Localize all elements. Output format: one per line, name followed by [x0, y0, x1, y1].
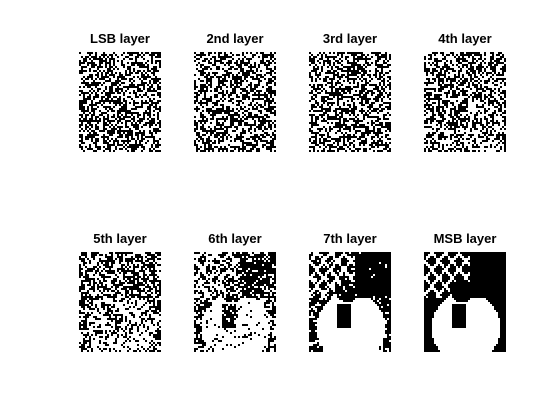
bitplane-image-2nd [194, 52, 276, 152]
bitplane-pixels [79, 52, 161, 152]
bitplane-pixels [424, 252, 506, 352]
panel-title: LSB layer [90, 31, 150, 46]
panel-5th-layer: 5th layer [65, 230, 175, 370]
bitplane-pixels [309, 52, 391, 152]
panel-msb-layer: MSB layer [410, 230, 520, 370]
bitplane-image-3rd [309, 52, 391, 152]
panel-title: 5th layer [93, 231, 147, 246]
panel-title: 3rd layer [322, 31, 378, 46]
panel-title: 6th layer [208, 231, 262, 246]
bitplane-pixels [194, 52, 276, 152]
bitplane-image-4th [424, 52, 506, 152]
bitplane-image-6th [194, 252, 276, 352]
bitplane-pixels [424, 52, 506, 152]
panel-title: MSB layer [433, 231, 497, 246]
panel-7th-layer: 7th layer [295, 230, 405, 370]
bitplane-image-5th [79, 252, 161, 352]
bitplane-pixels [79, 252, 161, 352]
bitplane-pixels [194, 252, 276, 352]
bitplane-pixels [309, 252, 391, 352]
panel-2nd-layer: 2nd layer [180, 30, 290, 170]
bitplane-image-7th [309, 252, 391, 352]
panel-6th-layer: 6th layer [180, 230, 290, 370]
panel-title: 7th layer [323, 231, 377, 246]
bitplane-image-lsb [79, 52, 161, 152]
panel-3rd-layer: 3rd layer [295, 30, 405, 170]
bitplane-image-msb [424, 252, 506, 352]
panel-4th-layer: 4th layer [410, 30, 520, 170]
panel-title: 4th layer [438, 31, 492, 46]
panel-title: 2nd layer [206, 31, 264, 46]
panel-lsb-layer: LSB layer [65, 30, 175, 170]
